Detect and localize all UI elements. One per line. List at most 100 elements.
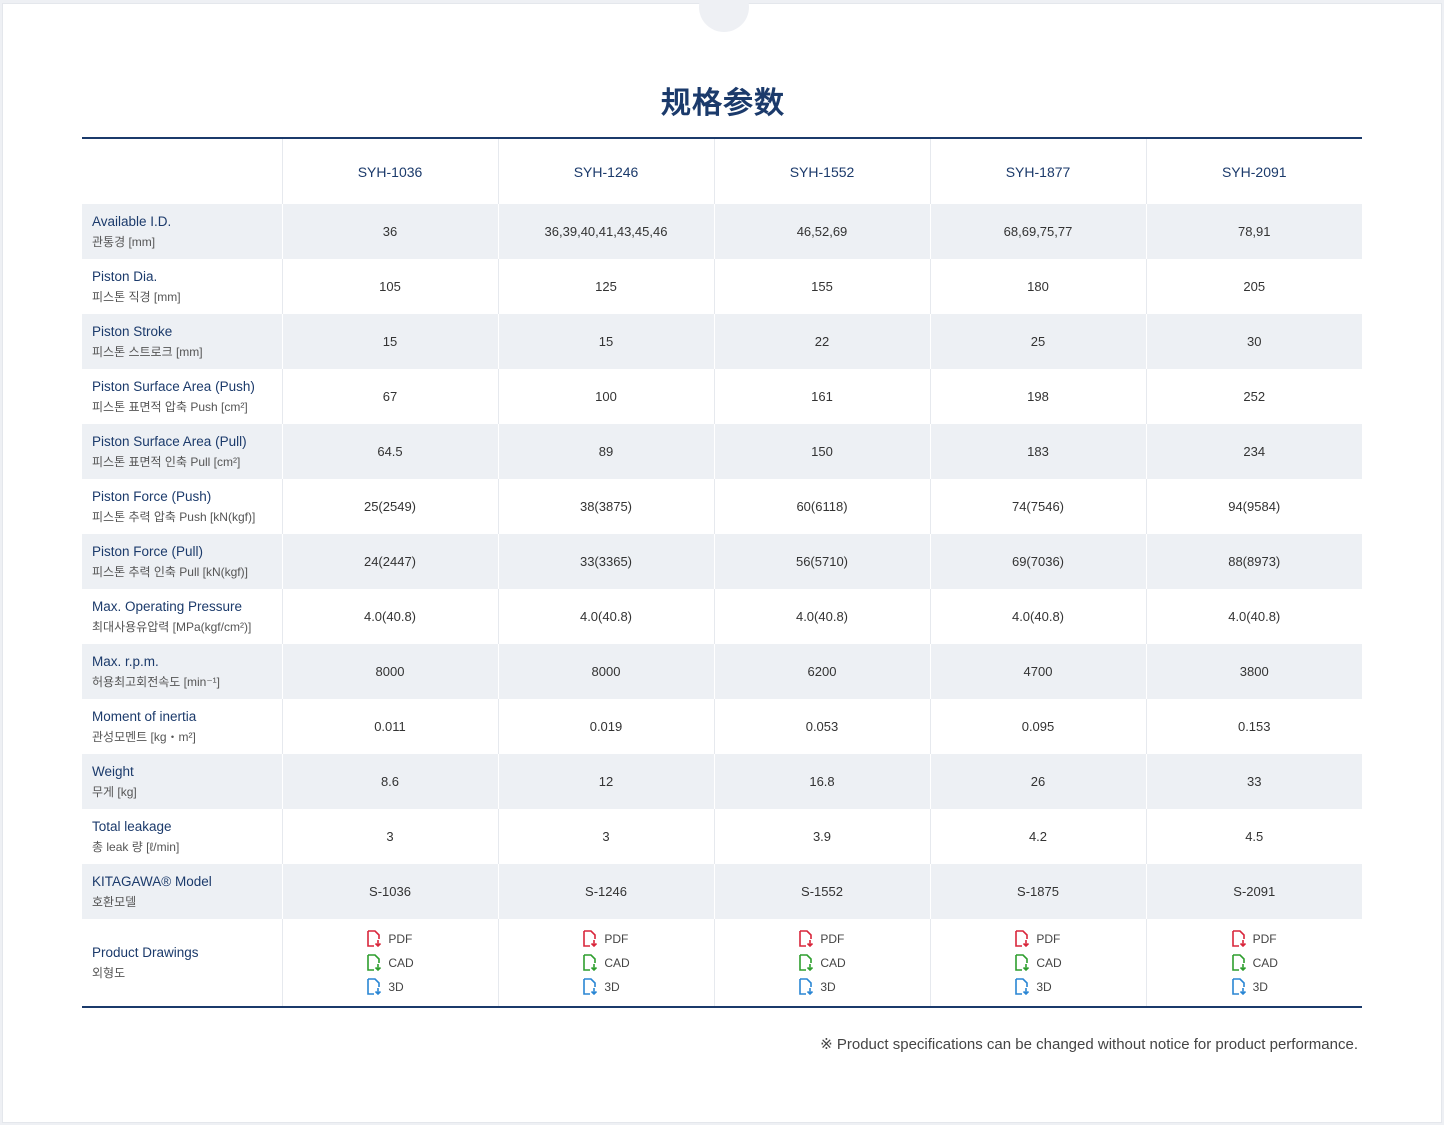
table-cell: 67 <box>281 369 498 424</box>
pdf-download-icon <box>799 930 814 947</box>
row-label-en: Piston Dia. <box>92 268 158 284</box>
download-link-pdf[interactable]: PDF <box>366 927 413 951</box>
table-cell: 24(2447) <box>281 534 498 589</box>
table-cell: 0.053 <box>713 699 930 754</box>
table-cell: 33(3365) <box>497 534 714 589</box>
table-cell: 252 <box>1145 369 1362 424</box>
table-cell: 155 <box>713 259 930 314</box>
column-header: SYH-1246 <box>497 138 714 204</box>
table-cell: 4.0(40.8) <box>713 589 930 644</box>
download-link-pdf[interactable]: PDF <box>798 927 845 951</box>
row-label: Product Drawings 외형도 <box>82 919 282 1007</box>
row-label-ko: 피스톤 추력 압축 Push [kN(kgf)] <box>92 509 256 524</box>
table-cell: S-1036 <box>281 864 498 919</box>
drawings-cell: PDF CAD 3D <box>1145 919 1362 1007</box>
table-row: Max. Operating Pressure 최대사용유압력 [MPa(kgf/… <box>82 589 1362 644</box>
table-cell: 74(7546) <box>929 479 1146 534</box>
column-header: SYH-1552 <box>713 138 930 204</box>
table-row: Piston Dia. 피스톤 직경 [mm] 105 125 155 180 205 <box>82 259 1362 314</box>
table-cell: 6200 <box>713 644 930 699</box>
row-label-ko: 피스톤 표면적 인축 Pull [cm²] <box>92 454 241 469</box>
table-cell: 125 <box>497 259 714 314</box>
table-cell: 3 <box>497 809 714 864</box>
3d-download-icon <box>583 978 598 995</box>
row-label-en: Max. r.p.m. <box>92 653 159 669</box>
table-row-drawings: Product Drawings 외형도 PDF CAD 3D PDF CAD 3D PDF CA… <box>82 919 1362 1007</box>
table-cell: 89 <box>497 424 714 479</box>
row-label-ko: 관성모멘트 [kg・m²] <box>92 729 196 744</box>
download-link-label: CAD <box>388 955 414 970</box>
row-label-ko: 피스톤 직경 [mm] <box>92 289 181 304</box>
table-cell: 4.0(40.8) <box>1145 589 1362 644</box>
row-label-ko: 피스톤 표면적 압축 Push [cm²] <box>92 399 248 414</box>
table-row: Piston Force (Pull) 피스톤 추력 인축 Pull [kN(kg… <box>82 534 1362 589</box>
table-header-row: SYH-1036 SYH-1246 SYH-1552 SYH-1877 SYH-… <box>82 138 1362 204</box>
download-link-label: 3D <box>820 979 836 994</box>
download-link-label: PDF <box>388 931 413 946</box>
table-cell: 4.0(40.8) <box>497 589 714 644</box>
table-cell: 183 <box>929 424 1146 479</box>
table-cell: 8000 <box>497 644 714 699</box>
download-link-3d[interactable]: 3D <box>582 975 629 999</box>
download-list: PDF CAD 3D <box>582 927 630 999</box>
table-row: Piston Surface Area (Pull) 피스톤 표면적 인축 Pul… <box>82 424 1362 479</box>
download-link-3d[interactable]: 3D <box>1231 975 1278 999</box>
table-cell: 78,91 <box>1145 204 1362 259</box>
download-link-label: PDF <box>604 931 629 946</box>
download-link-label: CAD <box>604 955 630 970</box>
download-link-cad[interactable]: CAD <box>1014 951 1062 975</box>
cad-download-icon <box>367 954 382 971</box>
column-header: SYH-2091 <box>1145 138 1362 204</box>
row-label-en: Piston Force (Push) <box>92 488 212 504</box>
table-cell: 46,52,69 <box>713 204 930 259</box>
3d-download-icon <box>799 978 814 995</box>
cad-download-icon <box>583 954 598 971</box>
row-label: Max. r.p.m. 허용최고회전속도 [min⁻¹] <box>82 644 282 699</box>
download-link-pdf[interactable]: PDF <box>1014 927 1061 951</box>
table-cell: 30 <box>1145 314 1362 369</box>
table-cell: 4.0(40.8) <box>281 589 498 644</box>
download-link-3d[interactable]: 3D <box>798 975 845 999</box>
download-link-3d[interactable]: 3D <box>1014 975 1061 999</box>
table-cell: 38(3875) <box>497 479 714 534</box>
cad-download-icon <box>1015 954 1030 971</box>
table-cell: 4.0(40.8) <box>929 589 1146 644</box>
row-label-ko: 무게 [kg] <box>92 784 137 799</box>
row-label-ko: 관통경 [mm] <box>92 234 156 249</box>
download-link-label: PDF <box>1036 931 1061 946</box>
drawings-cell: PDF CAD 3D <box>713 919 930 1007</box>
download-link-label: CAD <box>1036 955 1062 970</box>
table-cell: 8.6 <box>281 754 498 809</box>
row-label-en: Piston Stroke <box>92 323 173 339</box>
download-link-cad[interactable]: CAD <box>366 951 414 975</box>
table-cell: 0.153 <box>1145 699 1362 754</box>
download-list: PDF CAD 3D <box>366 927 414 999</box>
download-link-pdf[interactable]: PDF <box>582 927 629 951</box>
row-label-en: KITAGAWA® Model <box>92 873 212 889</box>
row-label: Total leakage 총 leak 량 [ℓ/min] <box>82 809 282 864</box>
download-link-label: 3D <box>1252 979 1268 994</box>
table-cell: 64.5 <box>281 424 498 479</box>
row-label: Weight 무게 [kg] <box>82 754 282 809</box>
row-label-en: Available I.D. <box>92 213 172 229</box>
table-cell: 68,69,75,77 <box>929 204 1146 259</box>
table-cell: 16.8 <box>713 754 930 809</box>
download-link-label: 3D <box>1036 979 1052 994</box>
download-link-3d[interactable]: 3D <box>366 975 413 999</box>
download-link-label: PDF <box>1252 931 1277 946</box>
download-link-cad[interactable]: CAD <box>1231 951 1278 975</box>
download-link-cad[interactable]: CAD <box>582 951 630 975</box>
row-label: Piston Surface Area (Push) 피스톤 표면적 압축 Pus… <box>82 369 282 424</box>
row-label: Moment of inertia 관성모멘트 [kg・m²] <box>82 699 282 754</box>
pdf-download-icon <box>583 930 598 947</box>
download-link-label: CAD <box>1252 955 1278 970</box>
table-row: Weight 무게 [kg] 8.6 12 16.8 26 33 <box>82 754 1362 809</box>
download-link-cad[interactable]: CAD <box>798 951 846 975</box>
table-cell: 25(2549) <box>281 479 498 534</box>
table-cell: 0.011 <box>281 699 498 754</box>
row-label: Piston Stroke 피스톤 스트로크 [mm] <box>82 314 282 369</box>
drawings-cell: PDF CAD 3D <box>497 919 714 1007</box>
page-title: 规格参数 <box>661 86 785 121</box>
table-cell: 8000 <box>281 644 498 699</box>
download-link-pdf[interactable]: PDF <box>1231 927 1278 951</box>
